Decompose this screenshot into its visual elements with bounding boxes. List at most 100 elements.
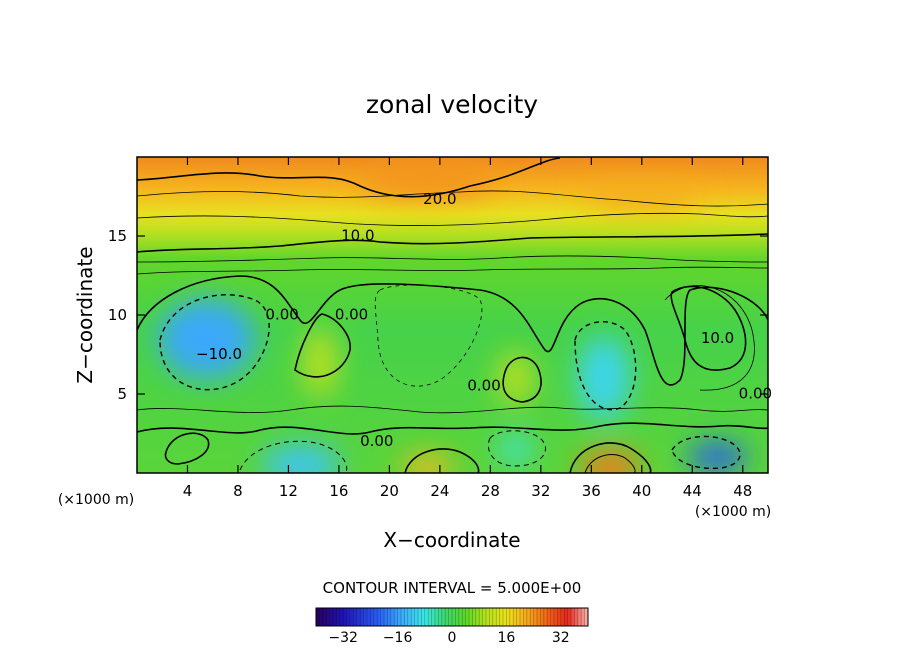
colorbar-segment bbox=[360, 608, 364, 626]
colorbar-frame bbox=[315, 607, 589, 627]
contour-line bbox=[137, 157, 561, 198]
colorbar-segment bbox=[380, 608, 385, 626]
x-unit-left: (×1000 m) bbox=[58, 492, 134, 508]
colorbar-segment bbox=[543, 608, 548, 626]
colorbar-segment bbox=[526, 608, 531, 626]
colorbar-segment bbox=[584, 608, 589, 626]
colorbar-segment bbox=[554, 608, 558, 626]
colorbar-segment bbox=[550, 608, 555, 626]
colorbar-tick-label: −32 bbox=[328, 630, 358, 646]
contour-line bbox=[164, 432, 210, 465]
x-tick-label: 28 bbox=[481, 482, 500, 500]
colorbar-segment bbox=[373, 608, 378, 626]
y-tick-label: 5 bbox=[117, 385, 127, 403]
colorbar-segment bbox=[469, 608, 473, 626]
colorbar-segment bbox=[387, 608, 392, 626]
colorbar-segment bbox=[489, 608, 494, 626]
colorbar-tick-label: −16 bbox=[383, 630, 413, 646]
colorbar-tick-label: 16 bbox=[497, 630, 515, 646]
chart-title: zonal velocity bbox=[366, 90, 538, 119]
x-tick-label: 24 bbox=[430, 482, 449, 500]
contour-line bbox=[137, 190, 768, 207]
colorbar-segment bbox=[336, 608, 341, 626]
colorbar-segment bbox=[499, 608, 504, 626]
contour-line bbox=[574, 321, 637, 411]
x-tick-label: 4 bbox=[183, 482, 193, 500]
contour-line bbox=[664, 285, 755, 391]
contour-label: 0.00 bbox=[739, 385, 772, 403]
colorbar-tick-label: 0 bbox=[448, 630, 457, 646]
colorbar-segment bbox=[523, 608, 528, 626]
colorbar-segment bbox=[458, 608, 463, 626]
colorbar-segment bbox=[339, 608, 344, 626]
colorbar-segment bbox=[435, 608, 439, 626]
colorbar-segment bbox=[557, 608, 562, 626]
colorbar-segment bbox=[465, 608, 470, 626]
colorbar-segment bbox=[540, 608, 545, 626]
contour-label: 0.00 bbox=[467, 377, 500, 395]
contour-label: 10.0 bbox=[701, 329, 734, 347]
colorbar-segment bbox=[370, 608, 375, 626]
contour-line bbox=[584, 454, 636, 473]
colorbar-segment bbox=[496, 608, 500, 626]
contour-line bbox=[159, 294, 270, 391]
colorbar-segment bbox=[577, 608, 582, 626]
colorbar-segment bbox=[479, 608, 483, 626]
x-tick-label: 44 bbox=[683, 482, 702, 500]
contour-line bbox=[137, 275, 768, 386]
colorbar-segment bbox=[567, 608, 572, 626]
contour-line bbox=[137, 405, 768, 414]
x-axis: 4 8 12 16 20 24 28 32 36 40 44 48 bbox=[183, 157, 752, 500]
colorbar-segment bbox=[560, 608, 565, 626]
x-tick-label: 16 bbox=[329, 482, 348, 500]
colorbar-segment bbox=[452, 608, 456, 626]
y-axis-label: Z−coordinate bbox=[73, 246, 97, 383]
x-tick-label: 12 bbox=[279, 482, 298, 500]
contour-line bbox=[671, 435, 741, 470]
feature-pos-bottom-2 bbox=[580, 450, 641, 473]
x-tick-label: 8 bbox=[233, 482, 243, 500]
colorbar-tick-label: 32 bbox=[552, 630, 570, 646]
feature-pos-left bbox=[303, 328, 336, 397]
colorbar-segment bbox=[377, 608, 381, 626]
colorbar: −32 −16 0 16 32 bbox=[315, 607, 589, 646]
colorbar-segment bbox=[333, 608, 337, 626]
feature-pos-center bbox=[499, 352, 532, 405]
colorbar-segment bbox=[537, 608, 541, 626]
contour-label: 0.00 bbox=[265, 306, 298, 324]
contour-line bbox=[137, 266, 768, 275]
colorbar-segment bbox=[394, 608, 398, 626]
colorbar-segment bbox=[367, 608, 371, 626]
colorbar-segment bbox=[441, 608, 446, 626]
contour-line bbox=[569, 442, 652, 473]
contour-label: 0.00 bbox=[335, 306, 368, 324]
colorbar-segment bbox=[462, 608, 466, 626]
colorbar-segment bbox=[322, 608, 327, 626]
x-tick-label: 40 bbox=[632, 482, 651, 500]
colorbar-segment bbox=[319, 608, 324, 626]
colorbar-segment bbox=[492, 608, 497, 626]
contour-line bbox=[404, 448, 480, 473]
colorbar-segment bbox=[390, 608, 395, 626]
colorbar-segment bbox=[513, 608, 517, 626]
feature-neg-left bbox=[158, 298, 255, 379]
contour-line bbox=[137, 422, 768, 435]
colorbar-segment bbox=[350, 608, 354, 626]
colorbar-segment bbox=[326, 608, 330, 626]
colorbar-segment bbox=[353, 608, 358, 626]
x-tick-label: 20 bbox=[380, 482, 399, 500]
contour-label: −10.0 bbox=[196, 345, 242, 363]
colorbar-segment bbox=[356, 608, 361, 626]
colorbar-segment bbox=[475, 608, 480, 626]
colorbar-segment bbox=[533, 608, 538, 626]
colorbar-segment bbox=[486, 608, 490, 626]
colorbar-segment bbox=[414, 608, 419, 626]
x-tick-label: 36 bbox=[582, 482, 601, 500]
contour-label: 20.0 bbox=[423, 190, 456, 208]
y-axis: 5 10 15 bbox=[108, 227, 768, 403]
colorbar-segment bbox=[343, 608, 347, 626]
x-axis-label: X−coordinate bbox=[383, 528, 520, 552]
contour-line bbox=[137, 212, 768, 227]
colorbar-segment bbox=[503, 608, 507, 626]
